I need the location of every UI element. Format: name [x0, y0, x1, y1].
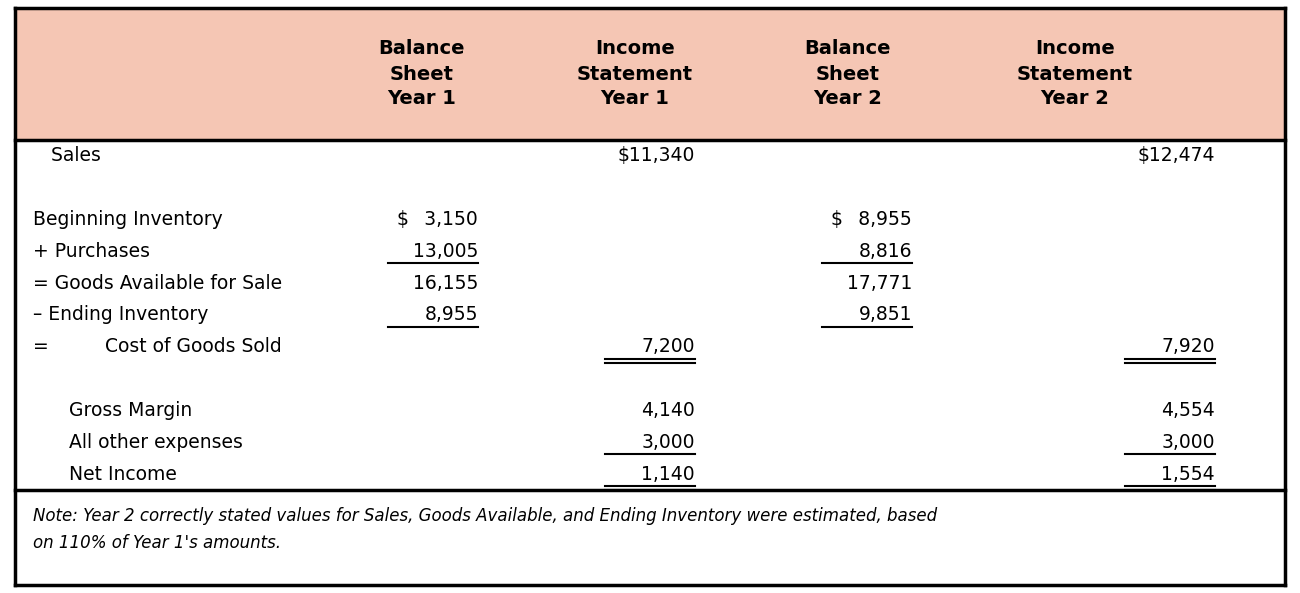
- Text: 8,816: 8,816: [858, 242, 913, 261]
- Text: 3,000: 3,000: [1161, 433, 1216, 452]
- Text: 1,554: 1,554: [1161, 464, 1216, 483]
- Text: $11,340: $11,340: [618, 146, 696, 165]
- Text: 4,140: 4,140: [641, 401, 696, 420]
- Text: 16,155: 16,155: [412, 274, 478, 293]
- Text: + Purchases: + Purchases: [32, 242, 150, 261]
- Text: Net Income: Net Income: [32, 464, 177, 483]
- Text: 9,851: 9,851: [858, 305, 913, 324]
- Text: Income
Statement
Year 1: Income Statement Year 1: [577, 40, 693, 109]
- Text: $  3,150: $ 3,150: [398, 210, 478, 229]
- Text: = Goods Available for Sale: = Goods Available for Sale: [32, 274, 282, 293]
- Text: Beginning Inventory: Beginning Inventory: [32, 210, 222, 229]
- Text: $  8,955: $ 8,955: [831, 210, 913, 229]
- Text: 17,771: 17,771: [846, 274, 913, 293]
- Text: =   Cost of Goods Sold: = Cost of Goods Sold: [32, 337, 282, 356]
- Text: 8,955: 8,955: [425, 305, 478, 324]
- Text: $12,474: $12,474: [1138, 146, 1216, 165]
- Text: 4,554: 4,554: [1161, 401, 1216, 420]
- Text: – Ending Inventory: – Ending Inventory: [32, 305, 208, 324]
- Text: Income
Statement
Year 2: Income Statement Year 2: [1017, 40, 1134, 109]
- Text: 13,005: 13,005: [412, 242, 478, 261]
- Text: Balance
Sheet
Year 1: Balance Sheet Year 1: [378, 40, 465, 109]
- Text: 1,140: 1,140: [641, 464, 696, 483]
- Text: 7,920: 7,920: [1161, 337, 1216, 356]
- Text: Sales: Sales: [32, 146, 101, 165]
- Text: 3,000: 3,000: [641, 433, 696, 452]
- Text: All other expenses: All other expenses: [32, 433, 243, 452]
- Bar: [16, 8, 1284, 140]
- Text: Note: Year 2 correctly stated values for Sales, Goods Available, and Ending Inve: Note: Year 2 correctly stated values for…: [32, 506, 937, 553]
- Text: 7,200: 7,200: [641, 337, 696, 356]
- Text: Balance
Sheet
Year 2: Balance Sheet Year 2: [805, 40, 892, 109]
- Text: Gross Margin: Gross Margin: [32, 401, 192, 420]
